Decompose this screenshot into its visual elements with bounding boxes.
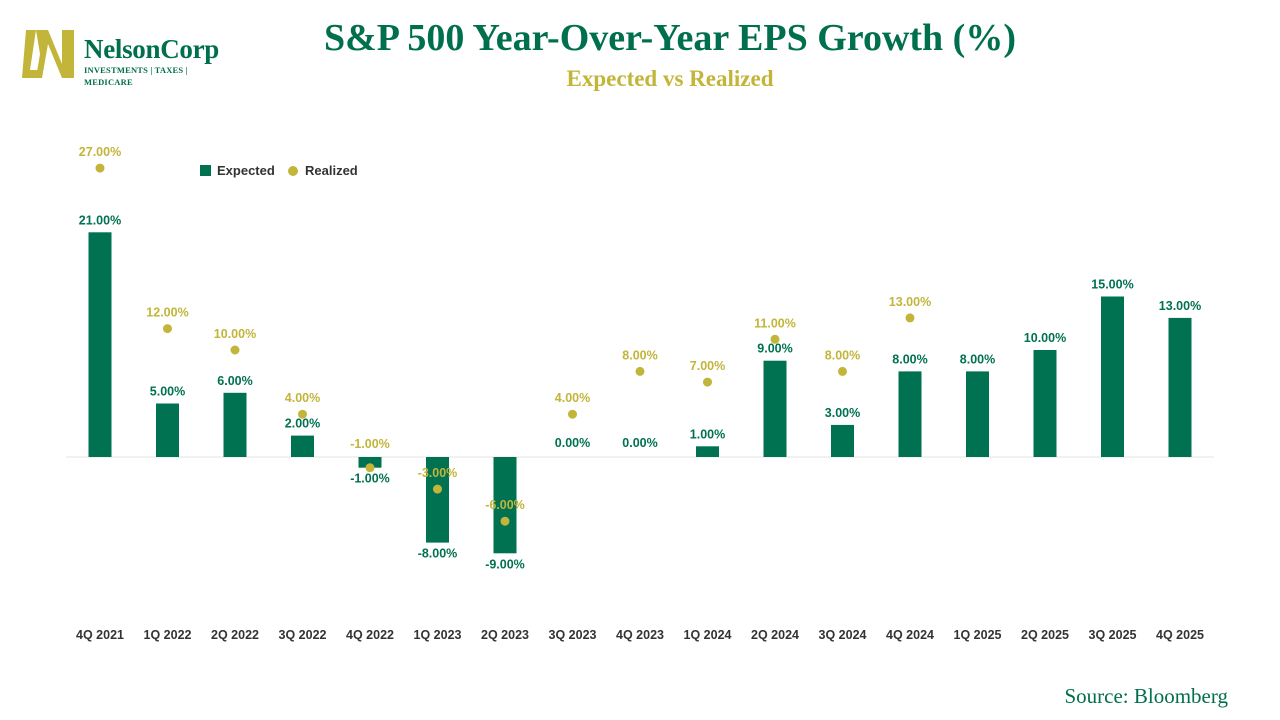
legend-bar-swatch-icon xyxy=(200,165,211,176)
expected-data-label: 0.00% xyxy=(555,436,590,450)
realized-dot xyxy=(163,324,172,334)
expected-data-label: 13.00% xyxy=(1159,299,1201,313)
realized-dot xyxy=(365,463,375,473)
realized-dot xyxy=(770,334,780,344)
expected-data-label: 9.00% xyxy=(757,342,792,356)
expected-bar xyxy=(1033,350,1057,457)
x-tick-label: 3Q 2023 xyxy=(549,628,597,642)
expected-data-label: 8.00% xyxy=(892,352,927,366)
x-tick-label: 2Q 2025 xyxy=(1021,628,1069,642)
expected-data-label: -9.00% xyxy=(485,557,525,571)
realized-dot xyxy=(703,377,712,387)
x-tick-label: 1Q 2022 xyxy=(144,628,192,642)
page-subtitle: Expected vs Realized xyxy=(566,66,774,91)
legend-item-realized: Realized xyxy=(288,163,358,178)
expected-bar xyxy=(223,392,247,457)
realized-data-label: 12.00% xyxy=(146,306,188,320)
expected-data-label: -1.00% xyxy=(350,472,390,486)
legend-label-realized: Realized xyxy=(305,163,358,178)
expected-data-label: 21.00% xyxy=(79,213,121,227)
realized-dot xyxy=(230,345,240,355)
expected-bar xyxy=(493,457,517,554)
realized-data-label: -6.00% xyxy=(485,498,525,512)
realized-data-label: 27.00% xyxy=(79,145,121,159)
expected-data-label: 0.00% xyxy=(622,436,657,450)
expected-bar xyxy=(898,371,922,457)
x-tick-label: 4Q 2023 xyxy=(616,628,664,642)
x-tick-label: 4Q 2025 xyxy=(1156,628,1204,642)
expected-data-label: 5.00% xyxy=(150,385,185,399)
x-tick-label: 3Q 2024 xyxy=(819,628,867,642)
expected-bar xyxy=(696,446,719,457)
x-tick-label: 2Q 2024 xyxy=(751,628,799,642)
x-tick-label: 2Q 2022 xyxy=(211,628,259,642)
expected-bar xyxy=(426,457,449,543)
expected-bar xyxy=(966,371,989,457)
realized-dot xyxy=(568,409,577,419)
x-tick-label: 1Q 2023 xyxy=(414,628,462,642)
x-tick-label: 1Q 2025 xyxy=(954,628,1002,642)
realized-dot xyxy=(500,516,510,526)
expected-data-label: 8.00% xyxy=(960,352,995,366)
x-tick-label: 1Q 2024 xyxy=(684,628,732,642)
expected-bar xyxy=(763,360,787,457)
n-logo-mark-icon xyxy=(22,30,74,78)
realized-dot xyxy=(635,366,645,376)
realized-dot xyxy=(298,409,307,419)
expected-bar xyxy=(831,424,854,457)
x-tick-label: 2Q 2023 xyxy=(481,628,529,642)
legend-dot-swatch-icon xyxy=(288,165,298,176)
legend-item-expected: Expected xyxy=(200,163,275,178)
expected-bar xyxy=(1101,296,1124,457)
realized-data-label: 8.00% xyxy=(825,348,860,362)
nelsoncorp-logo: NelsonCorp INVESTMENTS | TAXES | MEDICAR… xyxy=(22,26,232,87)
x-tick-label: 4Q 2021 xyxy=(76,628,124,642)
expected-data-label: 2.00% xyxy=(285,417,320,431)
legend-label-expected: Expected xyxy=(217,163,275,178)
x-tick-label: 3Q 2025 xyxy=(1089,628,1137,642)
realized-data-label: 4.00% xyxy=(555,391,590,405)
logo-tagline: INVESTMENTS | TAXES | MEDICARE xyxy=(84,65,188,87)
expected-bar xyxy=(358,457,382,468)
expected-bar xyxy=(156,403,179,457)
expected-data-label: 10.00% xyxy=(1024,331,1066,345)
expected-data-label: 6.00% xyxy=(217,374,252,388)
realized-data-label: 11.00% xyxy=(754,316,796,330)
expected-bar xyxy=(291,435,314,457)
expected-data-label: 3.00% xyxy=(825,406,860,420)
realized-data-label: 8.00% xyxy=(622,348,657,362)
expected-bar xyxy=(88,232,112,457)
realized-data-label: -1.00% xyxy=(350,437,390,451)
expected-data-label: 1.00% xyxy=(690,427,725,441)
source-note: Source: Bloomberg xyxy=(1064,684,1228,708)
expected-data-label: -8.00% xyxy=(418,547,458,561)
x-tick-label: 3Q 2022 xyxy=(279,628,327,642)
logo-name: NelsonCorp xyxy=(84,34,220,64)
x-tick-label: 4Q 2024 xyxy=(886,628,934,642)
realized-dot xyxy=(838,366,847,376)
realized-dot xyxy=(905,313,915,323)
page-title: S&P 500 Year-Over-Year EPS Growth (%) xyxy=(324,17,1016,59)
realized-dot xyxy=(95,163,105,173)
realized-data-label: -3.00% xyxy=(418,466,458,480)
realized-dot xyxy=(433,484,442,494)
realized-data-label: 4.00% xyxy=(285,391,320,405)
realized-data-label: 10.00% xyxy=(214,327,256,341)
expected-bar xyxy=(1168,317,1192,457)
x-tick-label: 4Q 2022 xyxy=(346,628,394,642)
realized-data-label: 13.00% xyxy=(889,295,931,309)
expected-data-label: 15.00% xyxy=(1091,278,1133,292)
realized-data-label: 7.00% xyxy=(690,359,725,373)
